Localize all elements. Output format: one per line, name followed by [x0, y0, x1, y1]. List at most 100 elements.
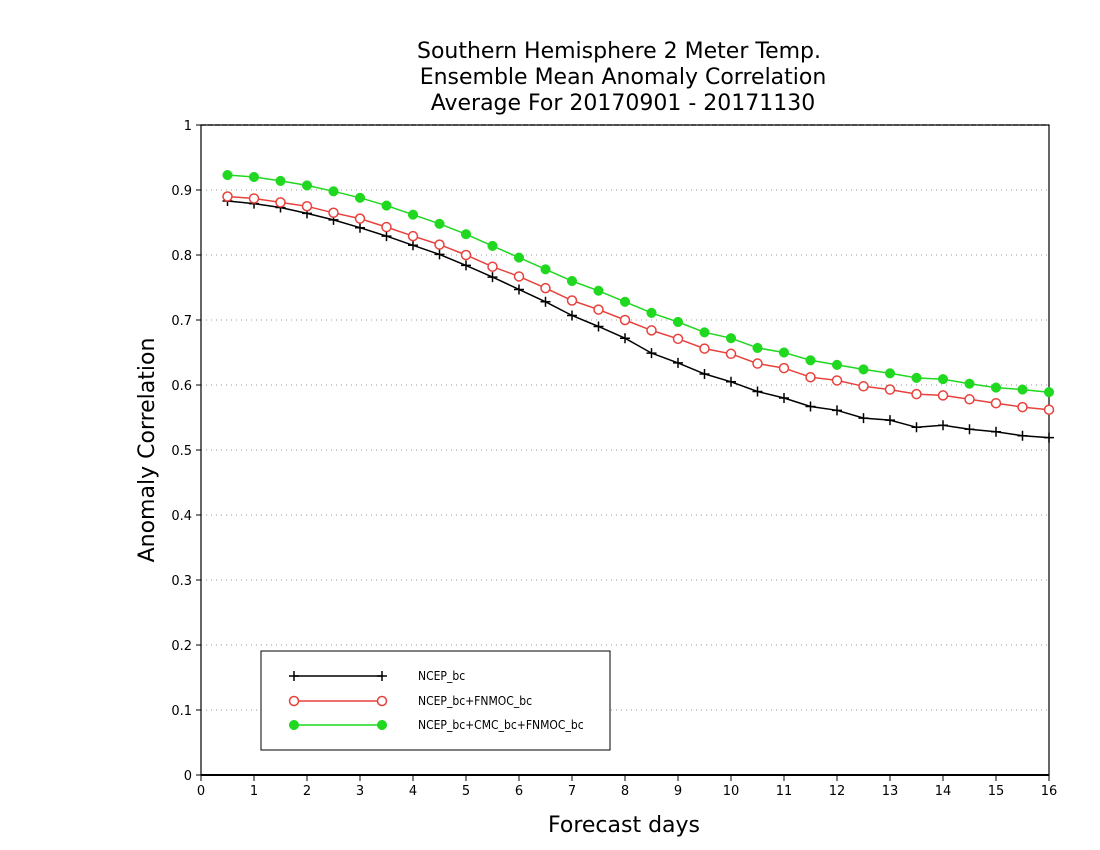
series-0-point-6: [381, 231, 392, 242]
series-2-point-7: [407, 209, 419, 220]
legend: NCEP_bc NCEP_bc+FNMOC_bc NCEP_bc+CMC_bc+FN…: [260, 650, 611, 751]
series-1-point-29: [990, 397, 1002, 409]
y-tick-label-4: 0.4: [171, 509, 192, 524]
series-2-point-23: [831, 359, 843, 370]
series-2-point-6: [381, 200, 392, 211]
x-tick-label-15: 15: [988, 784, 1005, 799]
series-1-point-9: [460, 249, 472, 261]
series-line-0: [227, 200, 1050, 439]
series-2-point-15: [619, 296, 631, 307]
series-0-point-16: [646, 348, 657, 359]
series-2-point-14: [593, 285, 604, 296]
x-tick-label-7: 7: [568, 784, 576, 799]
series-1-point-23: [831, 375, 843, 386]
series-0-point-8: [434, 249, 445, 260]
series-1-point-12: [540, 282, 551, 294]
y-tick-label-8: 0.8: [171, 249, 192, 264]
series-1: [222, 191, 1055, 415]
legend-marker-start-0: [289, 671, 299, 681]
series-2-point-18: [699, 327, 710, 338]
series-1-point-31: [1043, 404, 1055, 415]
series-0: [222, 196, 1054, 443]
series-0-point-15: [620, 333, 630, 344]
x-tick-label-11: 11: [776, 784, 793, 799]
series-0-point-9: [461, 260, 471, 271]
series-1-point-3: [301, 201, 313, 212]
series-2-point-3: [301, 180, 313, 191]
series-0-point-27: [938, 420, 948, 431]
series-2-point-29: [990, 382, 1002, 393]
series-1-point-25: [884, 384, 896, 395]
x-tick-label-3: 3: [356, 784, 364, 799]
x-tick-label-12: 12: [829, 784, 846, 799]
series-0-point-25: [885, 415, 895, 426]
series-2-point-4: [328, 186, 339, 197]
chart-title-line-1: Southern Hemisphere 2 Meter Temp.: [417, 39, 821, 64]
series-1-point-19: [725, 348, 737, 360]
series-0-point-17: [673, 357, 683, 368]
y-tick-label-6: 0.6: [171, 379, 192, 394]
series-2-point-9: [460, 229, 472, 240]
series-2-point-2: [275, 175, 286, 186]
series-0-point-24: [858, 413, 869, 424]
legend-label-0: NCEP_bc: [418, 669, 465, 683]
series-1-point-0: [222, 191, 233, 202]
series-0-point-21: [779, 393, 789, 403]
series-2-point-19: [725, 333, 737, 344]
series-1-point-2: [275, 197, 286, 208]
series-1-point-15: [619, 314, 631, 326]
series-1-point-26: [911, 388, 922, 400]
series-2-point-11: [513, 252, 525, 263]
series-0-point-12: [540, 296, 551, 307]
y-tick-label-0: 0: [184, 769, 192, 784]
series-0-point-30: [1017, 430, 1028, 441]
series-group: [222, 170, 1055, 443]
series-1-point-21: [778, 362, 790, 374]
x-tick-label-2: 2: [303, 784, 311, 799]
series-1-point-27: [937, 390, 949, 401]
x-tick-label-4: 4: [409, 784, 417, 799]
x-tick-label-10: 10: [723, 784, 740, 799]
series-1-point-14: [593, 304, 604, 315]
series-0-point-19: [726, 376, 736, 387]
series-1-point-4: [328, 207, 339, 218]
x-tick-label-8: 8: [621, 784, 629, 799]
series-0-point-5: [355, 222, 365, 233]
series-1-point-17: [672, 333, 684, 345]
series-0-point-7: [408, 240, 418, 251]
series-2-point-25: [884, 368, 896, 379]
series-1-point-11: [513, 271, 525, 282]
tick-labels: 00.10.20.30.40.50.60.70.80.910 1 2 3 4 5 6 7 8 9 1…: [171, 119, 1057, 799]
series-0-point-10: [487, 272, 498, 283]
x-tick-label-6: 6: [515, 784, 523, 799]
y-tick-label-2: 0.2: [171, 639, 192, 654]
series-2-point-1: [248, 171, 260, 183]
y-tick-label-5: 0.5: [171, 444, 192, 459]
series-0-point-23: [832, 405, 842, 416]
chart-title-line-2: Ensemble Mean Anomaly Correlation: [420, 65, 827, 90]
x-tick-label-13: 13: [882, 784, 899, 799]
series-2-point-31: [1043, 387, 1055, 398]
series-1-point-7: [407, 230, 419, 242]
y-tick-label-7: 0.7: [171, 314, 192, 329]
series-2: [222, 170, 1055, 398]
series-0-point-31: [1044, 432, 1054, 443]
series-1-point-22: [805, 371, 816, 383]
series-2-point-21: [778, 347, 790, 358]
series-1-point-8: [434, 239, 445, 250]
series-0-point-22: [805, 401, 816, 412]
x-tick-label-16: 16: [1041, 784, 1058, 799]
x-tick-label-0: 0: [197, 784, 205, 799]
y-tick-label-1: 0.1: [171, 704, 192, 719]
legend-marker-end-0: [377, 671, 387, 681]
series-0-point-11: [514, 284, 524, 295]
x-axis-label: Forecast days: [548, 813, 700, 838]
x-tick-label-14: 14: [935, 784, 952, 799]
x-tick-label-5: 5: [462, 784, 470, 799]
legend-marker-start-2: [288, 719, 300, 731]
series-2-point-12: [540, 264, 551, 275]
series-2-point-30: [1017, 384, 1028, 395]
y-tick-label-10: 1: [184, 119, 192, 134]
series-0-point-29: [991, 426, 1001, 437]
